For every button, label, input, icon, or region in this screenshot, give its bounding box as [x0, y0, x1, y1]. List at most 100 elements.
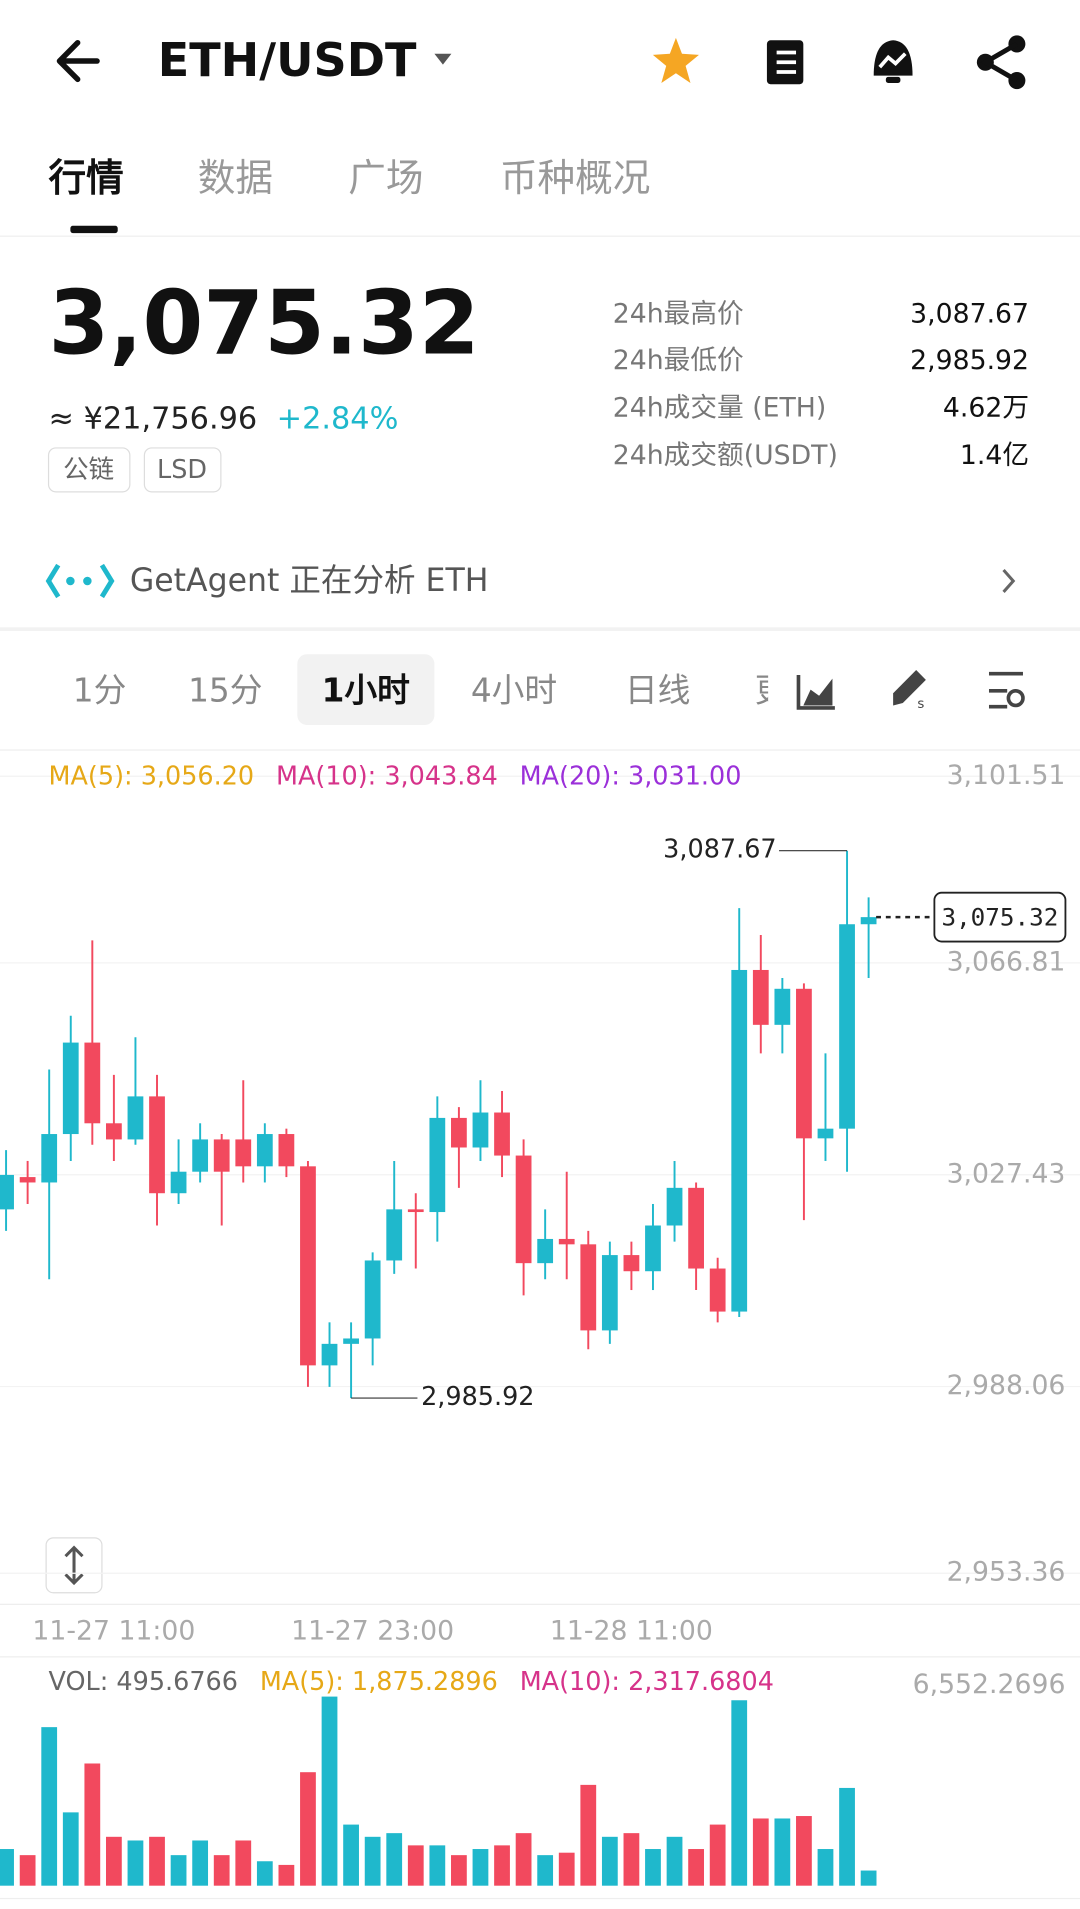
volume-bar: [645, 1849, 661, 1886]
alert-icon[interactable]: [873, 40, 913, 83]
volume-bar: [364, 1836, 381, 1886]
svg-text:s: s: [917, 697, 924, 712]
interval-selected-bg: [297, 654, 435, 725]
settings-icon[interactable]: [988, 671, 1025, 709]
chevron[interactable]: [1002, 568, 1016, 593]
draw-icon[interactable]: s: [893, 670, 926, 712]
volume-bar: [796, 1816, 812, 1886]
notes-icon[interactable]: [766, 40, 804, 85]
stat-value: 3,087.67: [910, 298, 1029, 329]
scale-button[interactable]: [45, 1537, 103, 1594]
volume-bar: [41, 1727, 58, 1886]
interval[interactable]: 1小时: [322, 671, 410, 709]
legend-entry: MA(20): 3,031.00: [520, 761, 742, 791]
volume-bar: [127, 1840, 144, 1886]
volume-bar: [19, 1855, 36, 1886]
candle-body: [515, 1155, 532, 1264]
legend-entry: VOL: 495.6766: [49, 1667, 238, 1697]
y-tick-label: 6,552.2696: [913, 1669, 1066, 1700]
pair-title[interactable]: ETH/USDT: [158, 33, 417, 87]
candle-body: [601, 1255, 618, 1331]
tab[interactable]: 广场: [348, 156, 423, 200]
volume-bar: [580, 1784, 597, 1886]
volume-bar: [558, 1852, 575, 1886]
candle-body: [321, 1343, 338, 1366]
tab[interactable]: 行情: [49, 156, 124, 200]
volume-bar: [105, 1836, 122, 1886]
y-tick-label: 3,066.81: [947, 946, 1066, 977]
divider: [0, 1656, 1080, 1658]
last-price: 3,075.32: [49, 272, 480, 374]
legend-entry: MA(10): 2,317.6804: [520, 1667, 774, 1697]
last-price-box: [933, 891, 1067, 943]
interval[interactable]: 日线: [625, 671, 691, 709]
stat-value: 2,985.92: [910, 345, 1029, 376]
candle-body: [170, 1171, 187, 1194]
candle-body: [558, 1238, 575, 1245]
candle-body: [149, 1096, 165, 1194]
volume-bar: [860, 1870, 877, 1886]
volume-bar: [278, 1864, 295, 1886]
volume-bar: [817, 1849, 834, 1886]
candle-body: [472, 1112, 489, 1148]
tag: 公链: [63, 455, 114, 485]
volume-bar: [149, 1836, 165, 1886]
candle-body: [19, 1177, 36, 1183]
interval[interactable]: 4小时: [471, 671, 557, 709]
interval[interactable]: 15分: [188, 671, 262, 709]
volume-bar: [213, 1855, 230, 1886]
tag-box: [143, 447, 222, 493]
volume-bar: [321, 1696, 338, 1886]
candle-body: [41, 1134, 58, 1183]
dropdown-icon[interactable]: [434, 53, 452, 65]
volume-bar: [472, 1849, 489, 1886]
legend-entry: MA(5): 1,875.2896: [260, 1667, 498, 1697]
last-price-label: 3,075.32: [941, 902, 1058, 931]
volume-bar: [688, 1849, 704, 1886]
tab[interactable]: 数据: [198, 156, 273, 200]
x-tick-label: 11-27 11:00: [32, 1615, 195, 1646]
volume-bar: [429, 1845, 446, 1886]
interval-clip: 更: [755, 671, 788, 709]
indicator-icon[interactable]: [796, 674, 835, 710]
stat-label: 24h成交额(USDT): [613, 440, 838, 471]
tag-box: [47, 447, 131, 493]
volume-bar: [601, 1836, 618, 1886]
candle-body: [192, 1139, 209, 1172]
high-label: 3,087.67: [663, 835, 776, 865]
agent-icon: [45, 563, 115, 599]
candle-body: [666, 1187, 683, 1226]
legend-entry: MA(10): 3,043.84: [276, 761, 498, 791]
tag: LSD: [157, 455, 207, 485]
back-button[interactable]: [56, 39, 100, 83]
x-tick-label: 11-27 23:00: [291, 1615, 454, 1646]
volume-bar: [62, 1812, 79, 1886]
stat-label: 24h最高价: [613, 298, 744, 329]
volume-bar: [84, 1763, 101, 1886]
interval[interactable]: 1分: [73, 671, 127, 709]
candle-body: [709, 1268, 726, 1312]
candle-body: [213, 1139, 230, 1172]
stat-value: 4.62万: [943, 392, 1029, 423]
stat-label: 24h最低价: [613, 345, 744, 376]
volume-bar: [752, 1818, 769, 1886]
divider: [0, 1897, 1080, 1900]
favorite-icon[interactable]: [652, 37, 699, 83]
tab[interactable]: 币种概况: [500, 156, 650, 200]
share-icon[interactable]: [976, 35, 1026, 90]
candle-body: [645, 1225, 661, 1272]
agent-text[interactable]: GetAgent 正在分析 ETH: [130, 563, 489, 599]
legend-entry: MA(5): 3,056.20: [49, 761, 255, 791]
y-tick-label: 2,953.36: [947, 1557, 1066, 1588]
candle-body: [451, 1117, 467, 1148]
candle-body: [0, 1174, 14, 1210]
candle-body: [343, 1338, 359, 1344]
candle-body: [429, 1117, 446, 1213]
interval[interactable]: 更: [755, 671, 788, 709]
candle-body: [623, 1255, 640, 1272]
plot: 3,101.51 3,066.81 3,027.43 2,988.06 2,953.36…: [0, 760, 1080, 1886]
divider: [0, 627, 1080, 632]
tab-indicator: [70, 225, 118, 234]
